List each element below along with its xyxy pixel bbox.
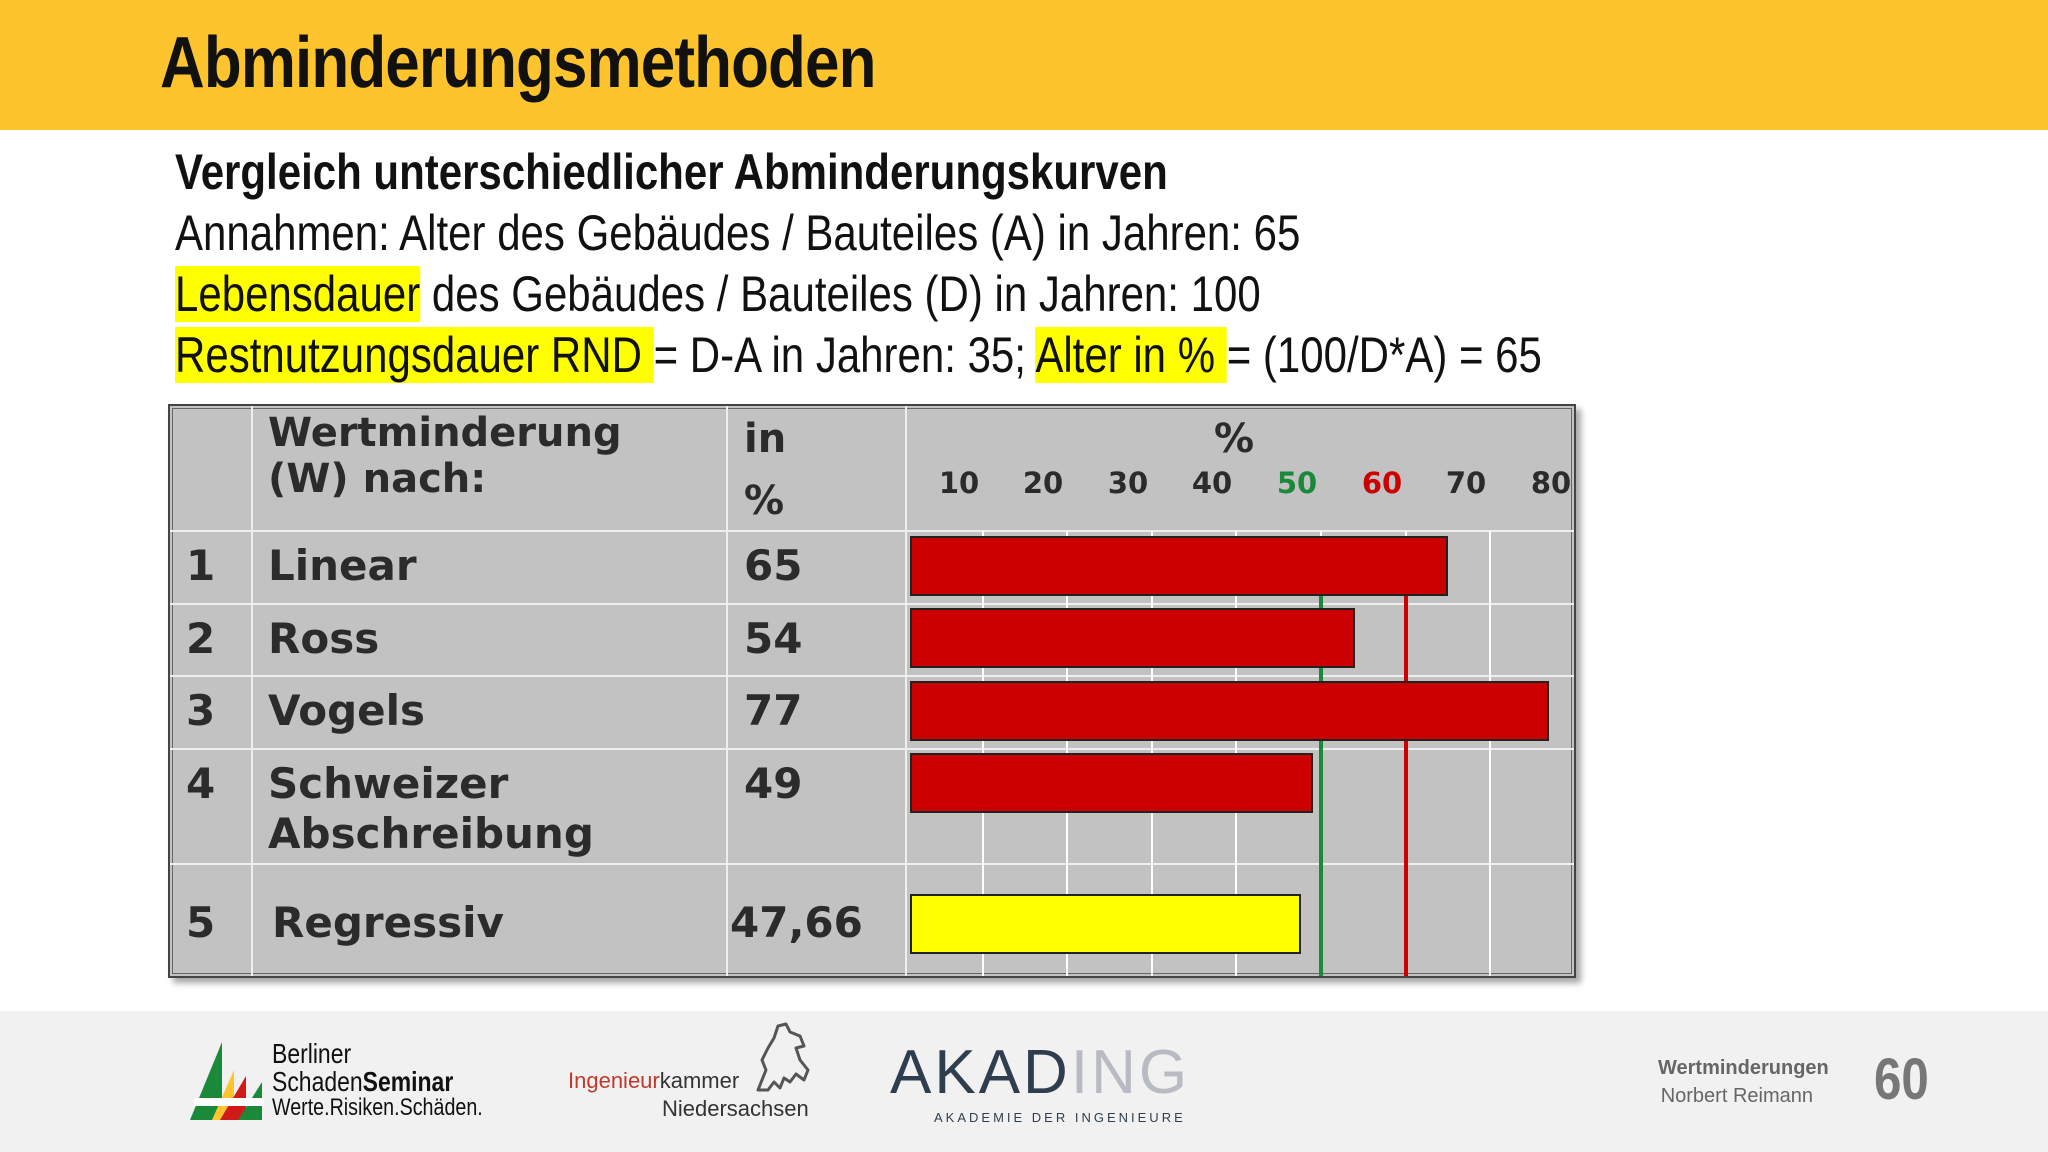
chart-axis-label: %	[1214, 416, 1255, 462]
chart-bar	[910, 753, 1313, 813]
row-number: 3	[186, 686, 216, 735]
alter-formula: = (100/D*A) = 65	[1226, 327, 1542, 383]
rnd-formula: = D-A in Jahren: 35;	[653, 327, 1036, 383]
assumption-age: Annahmen: Alter des Gebäudes / Bauteiles…	[175, 205, 1301, 261]
chart-gridline	[1574, 531, 1576, 976]
chart-bar	[910, 894, 1301, 954]
header-method-line1: Wertminderung	[268, 410, 622, 456]
method-value: 54	[744, 614, 803, 663]
chart-bar	[910, 608, 1355, 668]
method-name-line2: Abschreibung	[268, 809, 594, 858]
header-bar: Abminderungsmethoden	[0, 0, 2048, 130]
page-title: Abminderungsmethoden	[160, 23, 876, 103]
row-number: 5	[186, 898, 216, 947]
chart-tick-label: 30	[1107, 466, 1149, 500]
method-name: Regressiv	[272, 898, 504, 947]
footer-author: Norbert Reimann	[1660, 1085, 1813, 1107]
subtitle: Vergleich unterschiedlicher Abminderungs…	[175, 144, 1168, 200]
akading-word-a: AKAD	[890, 1038, 1071, 1107]
ik-logo-line2: Niedersachsen	[662, 1096, 809, 1121]
header-method-line2: (W) nach:	[268, 456, 487, 502]
method-value: 47,66	[730, 898, 863, 947]
column-divider	[251, 406, 253, 976]
ss-logo-line1: Berliner	[272, 1038, 352, 1069]
assumption-lifespan: Lebensdauer des Gebäudes / Bauteiles (D)…	[175, 264, 1542, 325]
highlight-alter: Alter in %	[1035, 327, 1227, 383]
chart-tick-label: 70	[1445, 466, 1487, 500]
ingenieurkammer-logo: Ingenieurkammer Niedersachsen	[566, 1018, 816, 1128]
ss-logo-line2b: Seminar	[362, 1066, 454, 1097]
footer	[0, 1011, 2048, 1152]
ss-logo-line2a: Schaden	[272, 1066, 363, 1097]
row-divider	[170, 530, 1574, 532]
method-value: 49	[744, 759, 803, 808]
header-unit-line2: %	[744, 478, 785, 524]
row-divider	[170, 748, 1574, 750]
ik-logo-word-b: kammer	[659, 1068, 740, 1093]
chart-gridline	[1489, 531, 1491, 976]
row-divider	[170, 603, 1574, 605]
ss-logo-mark-icon	[190, 1042, 264, 1120]
method-value: 65	[744, 541, 803, 590]
chart-tick-label: 60	[1361, 466, 1403, 500]
method-name: Ross	[268, 614, 380, 663]
column-divider	[726, 406, 728, 976]
akading-logo: AKADING AKADEMIE DER INGENIEURE	[890, 1040, 1210, 1126]
intro-text: Vergleich unterschiedlicher Abminderungs…	[175, 142, 1542, 386]
chart-bar	[910, 536, 1448, 596]
akading-subline: AKADEMIE DER INGENIEURE	[934, 1110, 1186, 1125]
method-name: Vogels	[268, 686, 426, 735]
chart-tick-label: 50	[1276, 466, 1318, 500]
horse-icon	[756, 1022, 810, 1092]
column-divider	[905, 406, 907, 976]
ik-logo-word-a: Ingenieur	[568, 1068, 660, 1093]
chart-reference-line	[1319, 536, 1323, 976]
row-divider	[170, 863, 1574, 865]
footer-topic: Wertminderungen	[1658, 1057, 1829, 1079]
ss-logo-line2: SchadenSeminar	[272, 1066, 453, 1098]
highlight-rnd: Restnutzungsdauer RND	[175, 327, 654, 383]
chart-tick-label: 10	[938, 466, 980, 500]
row-divider	[170, 675, 1574, 677]
ss-logo-line3: Werte.Risiken.Schäden.	[272, 1094, 483, 1121]
chart-bar	[910, 681, 1549, 741]
comparison-table: Wertminderung (W) nach: in % % 1 Linear …	[168, 404, 1576, 978]
chart-tick-label: 80	[1530, 466, 1572, 500]
table-inner-border	[172, 408, 1572, 974]
chart-tick-label: 40	[1191, 466, 1233, 500]
row-number: 2	[186, 614, 216, 663]
highlight-lebensdauer: Lebensdauer	[175, 266, 421, 322]
row-number: 4	[186, 759, 216, 808]
akading-wordmark: AKADING	[890, 1040, 1190, 1106]
akading-word-b: ING	[1070, 1038, 1191, 1107]
header-unit-line1: in	[744, 416, 787, 462]
method-value: 77	[744, 686, 803, 735]
berliner-schadenseminar-logo: Berliner SchadenSeminar Werte.Risiken.Sc…	[186, 1036, 506, 1121]
page-number: 60	[1874, 1047, 1929, 1112]
row-number: 1	[186, 541, 216, 590]
chart-reference-line	[1404, 536, 1408, 976]
chart-tick-label: 20	[1022, 466, 1064, 500]
method-name: Linear	[268, 541, 417, 590]
method-name: Schweizer	[268, 759, 509, 808]
ik-logo-line1: Ingenieurkammer	[568, 1068, 739, 1094]
lifespan-text: des Gebäudes / Bauteiles (D) in Jahren: …	[420, 266, 1261, 322]
assumption-rnd: Restnutzungsdauer RND = D-A in Jahren: 3…	[175, 325, 1542, 386]
